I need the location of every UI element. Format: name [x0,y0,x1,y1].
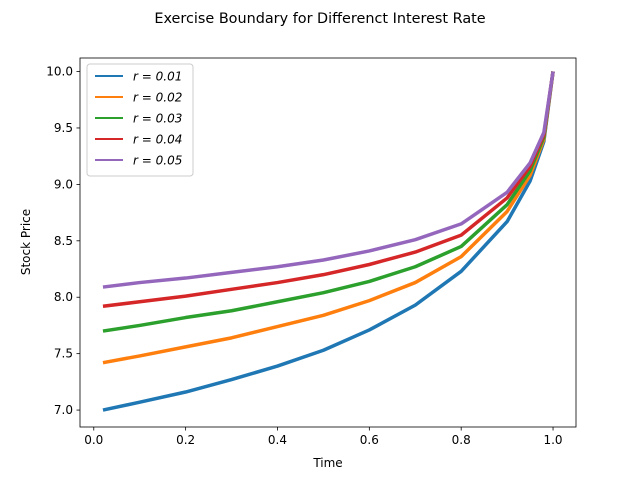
series-line-2 [102,71,555,365]
y-tick-label: 8.5 [54,234,73,248]
x-tick-label: 1.0 [543,433,562,447]
legend-label-1: r = 0.01 [133,70,182,84]
x-tick-label: 0.6 [360,433,379,447]
legend-box [86,63,194,177]
series-line-3 [102,71,555,333]
y-tick-label: 7.0 [54,403,73,417]
series-line-1 [102,71,555,412]
legend-label-3: r = 0.03 [133,112,182,126]
chart-title: Exercise Boundary for Differenct Interes… [154,11,485,27]
y-tick-label: 10.0 [46,65,73,79]
axes: 0.0 0.2 0.4 0.6 0.8 1.0 7.0 7.5 8.0 8.5 9.0 9.5 10.0 [46,57,577,447]
x-tick-label: 0.8 [452,433,471,447]
legend-label-5: r = 0.05 [133,154,182,168]
y-tick-label: 9.0 [54,177,73,191]
x-tick-label: 0.4 [268,433,287,447]
series-line-4 [102,71,555,308]
axes-frame [79,57,577,428]
series-line-5 [102,71,555,289]
y-tick-label: 7.5 [54,347,73,361]
x-tick-label: 0.2 [176,433,195,447]
x-tick-label: 0.0 [84,433,103,447]
y-axis-label: Stock Price [19,209,33,275]
y-tick-label: 8.0 [54,290,73,304]
legend-label-2: r = 0.02 [133,91,182,105]
legend: r = 0.01 r = 0.02 r = 0.03 r = 0.04 r = 0.05 [86,63,194,177]
y-tick-label: 9.5 [54,121,73,135]
x-axis-label: Time [312,456,342,470]
legend-label-4: r = 0.04 [133,133,182,147]
